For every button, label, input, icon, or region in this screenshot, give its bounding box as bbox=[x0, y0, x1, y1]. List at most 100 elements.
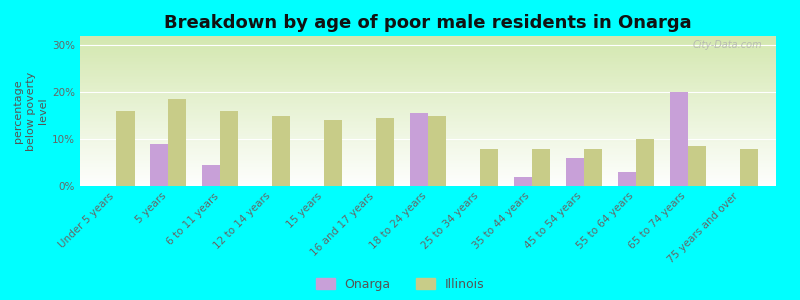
Bar bbox=[670, 92, 688, 186]
Bar bbox=[80, 90, 776, 92]
Bar bbox=[80, 88, 776, 90]
Bar bbox=[80, 82, 776, 84]
Y-axis label: percentage
below poverty
level: percentage below poverty level bbox=[13, 71, 48, 151]
Bar bbox=[80, 132, 776, 134]
Bar bbox=[150, 144, 168, 186]
Bar bbox=[80, 142, 776, 144]
Bar bbox=[80, 51, 776, 52]
Bar bbox=[80, 110, 776, 111]
Bar bbox=[80, 156, 776, 158]
Bar bbox=[80, 180, 776, 182]
Bar bbox=[80, 36, 776, 38]
Bar bbox=[80, 176, 776, 177]
Bar bbox=[80, 150, 776, 152]
Bar bbox=[80, 147, 776, 148]
Bar bbox=[80, 60, 776, 61]
Bar bbox=[80, 183, 776, 184]
Bar bbox=[410, 113, 428, 186]
Bar bbox=[80, 159, 776, 160]
Bar bbox=[80, 52, 776, 54]
Bar bbox=[80, 44, 776, 45]
Bar bbox=[80, 168, 776, 170]
Bar bbox=[80, 46, 776, 48]
Bar bbox=[80, 111, 776, 112]
Bar bbox=[80, 146, 776, 147]
Bar bbox=[80, 174, 776, 176]
Bar bbox=[80, 81, 776, 82]
Bar bbox=[80, 40, 776, 42]
Bar bbox=[80, 48, 776, 50]
Bar bbox=[636, 139, 654, 186]
Bar bbox=[80, 171, 776, 172]
Bar bbox=[80, 135, 776, 136]
Bar bbox=[80, 126, 776, 128]
Bar bbox=[80, 165, 776, 166]
Bar bbox=[80, 56, 776, 57]
Bar bbox=[80, 108, 776, 110]
Bar bbox=[80, 129, 776, 130]
Bar bbox=[480, 148, 498, 186]
Bar bbox=[584, 148, 602, 186]
Bar bbox=[80, 96, 776, 98]
Bar bbox=[80, 78, 776, 80]
Bar bbox=[80, 61, 776, 63]
Bar bbox=[220, 111, 238, 186]
Bar bbox=[80, 93, 776, 94]
Bar bbox=[80, 177, 776, 178]
Bar bbox=[80, 45, 776, 46]
Bar bbox=[80, 74, 776, 75]
Text: City-Data.com: City-Data.com bbox=[693, 40, 762, 50]
Bar bbox=[80, 105, 776, 106]
Bar bbox=[80, 63, 776, 64]
Bar bbox=[80, 54, 776, 56]
Bar bbox=[80, 169, 776, 171]
Bar bbox=[80, 144, 776, 146]
Bar bbox=[80, 50, 776, 51]
Legend: Onarga, Illinois: Onarga, Illinois bbox=[316, 278, 484, 291]
Bar bbox=[428, 116, 446, 186]
Bar bbox=[80, 68, 776, 69]
Bar bbox=[272, 116, 290, 186]
Bar bbox=[80, 72, 776, 74]
Bar bbox=[80, 98, 776, 99]
Bar bbox=[80, 38, 776, 39]
Bar bbox=[80, 76, 776, 78]
Bar bbox=[80, 85, 776, 87]
Bar bbox=[80, 99, 776, 100]
Bar bbox=[80, 80, 776, 81]
Bar bbox=[80, 136, 776, 138]
Bar bbox=[80, 128, 776, 129]
Bar bbox=[116, 111, 134, 186]
Bar bbox=[80, 130, 776, 132]
Bar bbox=[80, 134, 776, 135]
Bar bbox=[80, 117, 776, 118]
Bar bbox=[80, 100, 776, 102]
Bar bbox=[740, 148, 758, 186]
Bar bbox=[80, 70, 776, 72]
Bar bbox=[80, 158, 776, 159]
Bar bbox=[80, 94, 776, 96]
Bar bbox=[80, 64, 776, 66]
Bar bbox=[80, 138, 776, 140]
Bar bbox=[80, 118, 776, 120]
Bar bbox=[80, 141, 776, 142]
Bar bbox=[80, 184, 776, 186]
Bar bbox=[80, 122, 776, 123]
Bar bbox=[80, 162, 776, 164]
Bar bbox=[80, 154, 776, 156]
Bar bbox=[618, 172, 636, 186]
Bar bbox=[514, 177, 532, 186]
Bar bbox=[80, 148, 776, 150]
Bar bbox=[168, 99, 186, 186]
Bar bbox=[80, 69, 776, 70]
Bar bbox=[566, 158, 584, 186]
Bar bbox=[80, 114, 776, 116]
Bar bbox=[80, 39, 776, 40]
Bar bbox=[532, 148, 550, 186]
Bar bbox=[376, 118, 394, 186]
Bar bbox=[80, 106, 776, 108]
Bar bbox=[80, 124, 776, 126]
Bar bbox=[80, 58, 776, 60]
Bar bbox=[80, 103, 776, 105]
Bar bbox=[688, 146, 706, 186]
